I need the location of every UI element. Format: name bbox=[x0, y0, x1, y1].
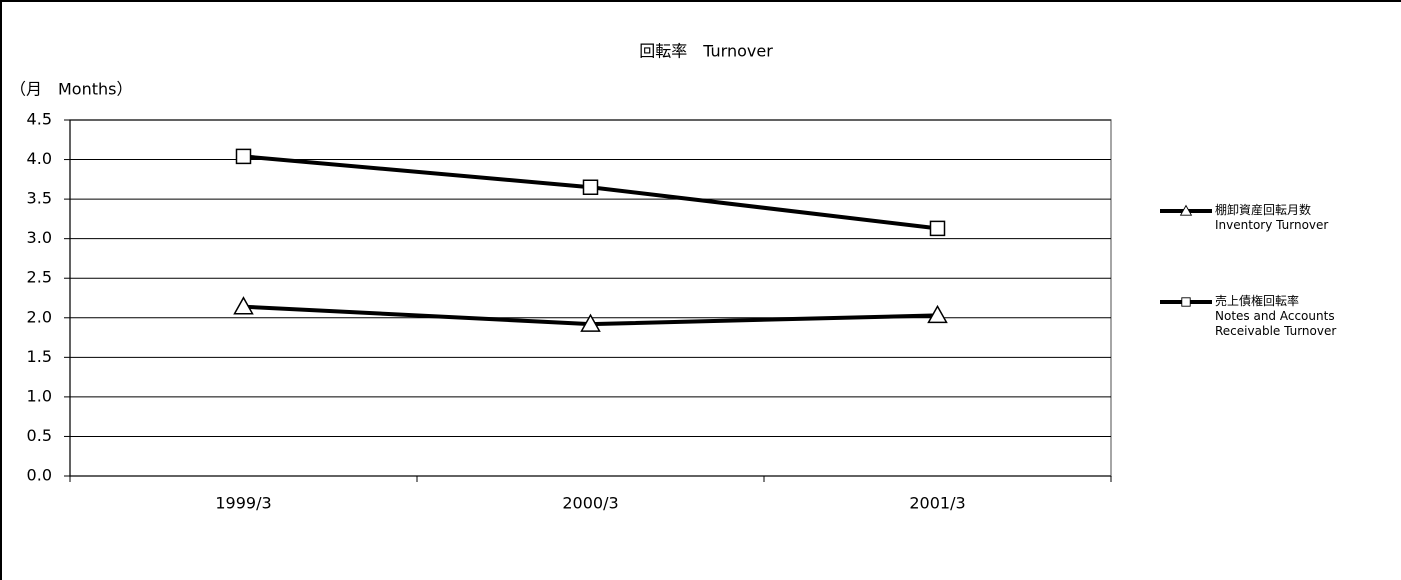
y-axis-label: （月 Months） bbox=[10, 80, 133, 99]
y-tick-label: 4.5 bbox=[27, 110, 52, 129]
y-tick-label: 1.5 bbox=[27, 347, 52, 366]
y-tick-label: 3.0 bbox=[27, 228, 52, 247]
data-point bbox=[235, 148, 252, 165]
legend-label: 棚卸資産回転月数 Inventory Turnover bbox=[1215, 203, 1329, 232]
x-tick-label: 2000/3 bbox=[562, 494, 618, 513]
y-tick-label: 3.5 bbox=[27, 189, 52, 208]
y-tick-label: 0.5 bbox=[27, 426, 52, 445]
data-point bbox=[927, 304, 948, 324]
data-point bbox=[233, 296, 254, 315]
legend-marker bbox=[1179, 204, 1193, 216]
y-tick-label: 0.0 bbox=[27, 466, 52, 485]
y-tick-label: 1.0 bbox=[27, 386, 52, 405]
data-point bbox=[929, 220, 946, 237]
legend-label: 売上債権回転率 Notes and Accounts Receivable Tu… bbox=[1215, 294, 1337, 338]
x-tick-label: 2001/3 bbox=[909, 494, 965, 513]
y-tick-label: 4.0 bbox=[27, 149, 52, 168]
y-tick-label: 2.5 bbox=[27, 268, 52, 287]
y-tick-label: 2.0 bbox=[27, 307, 52, 326]
data-point bbox=[582, 179, 599, 195]
data-point bbox=[580, 313, 601, 332]
legend-marker bbox=[1181, 297, 1191, 307]
x-tick-label: 1999/3 bbox=[215, 494, 271, 513]
chart-title: 回転率 Turnover bbox=[639, 42, 773, 61]
